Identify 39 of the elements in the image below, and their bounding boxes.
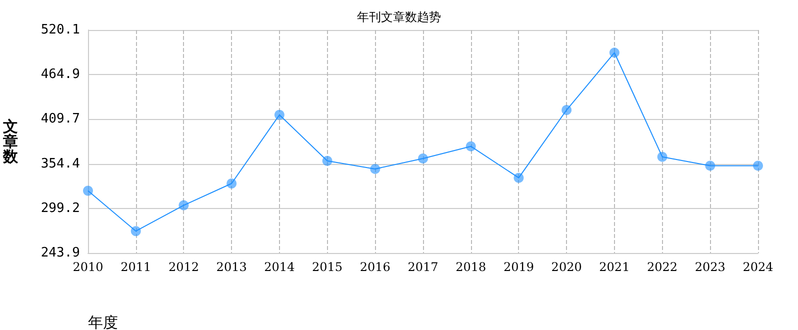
x-tick-label: 2013: [216, 260, 247, 274]
chart-title: 年刊文章数趋势: [357, 10, 441, 24]
x-tick-label: 2017: [408, 260, 438, 274]
point: [274, 110, 284, 120]
x-tick-label: 2019: [503, 260, 534, 274]
point: [226, 178, 237, 188]
y-tick-label: 409.7: [40, 112, 80, 127]
y-tick-label: 520.1: [40, 22, 80, 38]
point: [753, 160, 763, 171]
point: [657, 152, 668, 162]
point: [562, 105, 572, 116]
point: [466, 141, 476, 152]
x-axis-title: 年度: [88, 314, 118, 330]
x-tick-label: 2012: [168, 260, 199, 274]
point: [514, 172, 524, 183]
x-tick-label: 2023: [694, 260, 726, 274]
x-tick-label: 2024: [742, 260, 774, 274]
y-axis-title: 文章数: [2, 118, 19, 166]
point: [609, 48, 620, 58]
x-tick-label: 2011: [120, 260, 152, 274]
x-tick-label: 2015: [312, 260, 343, 274]
point: [178, 200, 189, 210]
x-tick-label: 2021: [599, 260, 630, 274]
point: [322, 156, 332, 166]
y-tick-label: 354.4: [40, 156, 80, 172]
point: [370, 164, 380, 174]
x-tick-label: 2014: [264, 260, 296, 274]
point: [130, 226, 141, 236]
y-tick-label: 243.9: [40, 246, 80, 260]
x-tick-label: 2018: [456, 260, 486, 274]
point: [705, 160, 716, 171]
x-tick-label: 2022: [647, 260, 678, 274]
y-tick-label: 299.2: [40, 200, 80, 216]
x-tick-label: 2010: [72, 260, 104, 274]
y-tick-label: 464.9: [40, 67, 80, 82]
point: [418, 153, 428, 164]
x-tick-label: 2020: [551, 260, 582, 274]
x-tick-label: 2016: [360, 260, 390, 274]
point: [83, 186, 93, 196]
